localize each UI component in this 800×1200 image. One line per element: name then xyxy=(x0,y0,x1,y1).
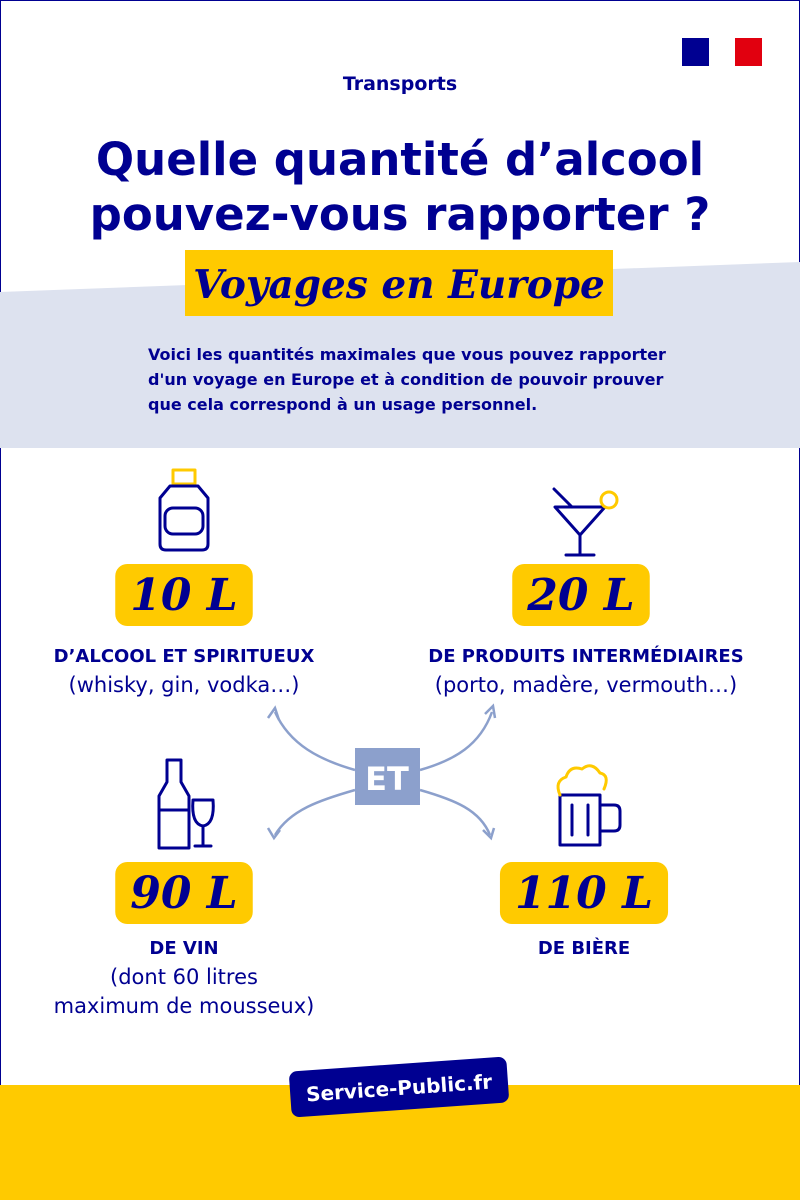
amount: 10 L xyxy=(130,570,238,621)
item-detail: (dont 60 litres xyxy=(110,965,258,989)
items: 10 L D’ALCOOL ET SPIRITUEUX (whisky, gin, … xyxy=(54,564,744,1018)
item-label: DE PRODUITS INTERMÉDIAIRES xyxy=(428,645,743,667)
intro-line: Voici les quantités maximales que vous p… xyxy=(148,345,666,364)
item-detail: (whisky, gin, vodka…) xyxy=(69,673,300,697)
item-label: DE BIÈRE xyxy=(538,937,630,959)
category: Transports xyxy=(343,73,457,95)
amount-box xyxy=(115,862,253,924)
amount-box xyxy=(499,862,669,924)
flag xyxy=(682,38,762,66)
wine-icon xyxy=(157,758,215,850)
subtitle: Voyages en Europe xyxy=(193,262,605,308)
item-detail: maximum de mousseux) xyxy=(54,994,315,1018)
title-line: pouvez-vous rapporter ? xyxy=(90,188,711,241)
title-line: Quelle quantité d’alcool xyxy=(96,133,704,186)
connector-box xyxy=(355,748,420,805)
cocktail-icon xyxy=(552,487,619,557)
amount-box xyxy=(512,564,650,626)
intro-line: d'un voyage en Europe et à condition de … xyxy=(148,370,664,389)
item-label: DE VIN xyxy=(149,938,218,959)
intro-line: que cela correspond à un usage personnel… xyxy=(148,395,537,414)
subtitle-box xyxy=(185,250,613,316)
item-detail: (porto, madère, vermouth…) xyxy=(435,673,737,697)
beer-icon xyxy=(556,764,622,847)
amount: 110 L xyxy=(515,868,653,919)
item-label: D’ALCOOL ET SPIRITUEUX xyxy=(54,646,315,667)
amount: 90 L xyxy=(130,868,238,919)
amount-box xyxy=(115,564,253,626)
amount: 20 L xyxy=(526,570,635,621)
brand-badge: Service-Public.fr xyxy=(289,1056,509,1118)
spirit-bottle-icon xyxy=(158,468,210,552)
connector-arrows xyxy=(266,703,497,841)
connector-label: ET xyxy=(365,760,409,798)
